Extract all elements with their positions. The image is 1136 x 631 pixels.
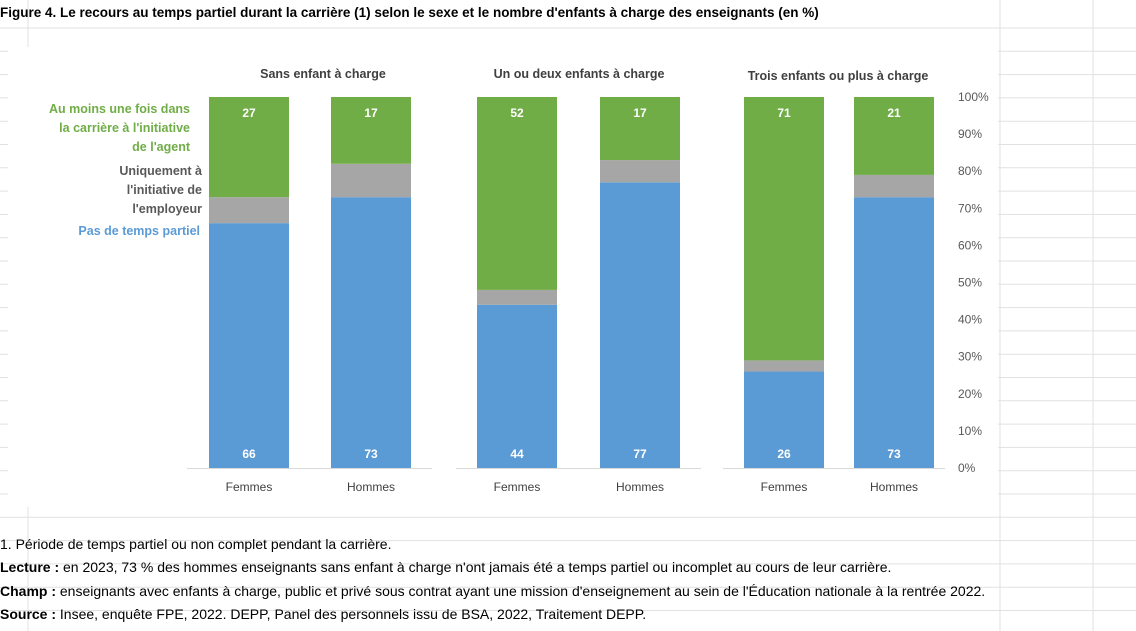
note-champ: Champ : enseignants avec enfants à charg… bbox=[0, 580, 985, 603]
bar-segment bbox=[477, 304, 557, 468]
group-title: Un ou deux enfants à charge bbox=[494, 67, 665, 81]
champ-text: enseignants avec enfants à charge, publi… bbox=[56, 582, 986, 599]
category-label: Hommes bbox=[616, 480, 664, 494]
y-tick-label: 40% bbox=[958, 313, 982, 327]
data-label: 21 bbox=[887, 106, 901, 120]
y-tick-label: 30% bbox=[958, 350, 982, 364]
data-label: 77 bbox=[633, 447, 647, 461]
category-label: Femmes bbox=[494, 480, 541, 494]
y-tick-label: 10% bbox=[958, 424, 982, 438]
category-label: Femmes bbox=[226, 480, 273, 494]
bar-segment bbox=[744, 371, 824, 468]
data-label: 71 bbox=[777, 106, 791, 120]
category-label: Femmes bbox=[761, 480, 808, 494]
note-source: Source : Insee, enquête FPE, 2022. DEPP,… bbox=[0, 603, 985, 626]
chart-area[interactable]: Femmes Hommes Femmes Hommes Femmes Hommes 66 27… bbox=[8, 47, 998, 507]
y-tick-label: 50% bbox=[958, 276, 982, 290]
y-tick-label: 0% bbox=[958, 461, 976, 475]
legend-agent: de l'agent bbox=[132, 140, 191, 154]
lecture-label: Lecture : bbox=[0, 559, 60, 576]
y-tick-label: 20% bbox=[958, 387, 982, 401]
data-label: 27 bbox=[242, 106, 256, 120]
y-tick-label: 90% bbox=[958, 127, 982, 141]
data-label: 66 bbox=[242, 447, 256, 461]
category-label: Hommes bbox=[347, 480, 395, 494]
bar-segment bbox=[744, 97, 824, 361]
stacked-bar-chart: Femmes Hommes Femmes Hommes Femmes Hommes 66 27… bbox=[8, 47, 998, 507]
note-1: 1. Période de temps partiel ou non compl… bbox=[0, 536, 392, 552]
bar-segment bbox=[477, 97, 557, 290]
bar-segment bbox=[854, 197, 934, 469]
bar-segment bbox=[209, 97, 289, 198]
bar-segment bbox=[477, 289, 557, 305]
source-text: Insee, enquête FPE, 2022. DEPP, Panel de… bbox=[56, 605, 647, 622]
bar-segment bbox=[600, 160, 680, 183]
notes: 1. Période de temps partiel ou non compl… bbox=[0, 533, 985, 626]
legend-employeur: Uniquement à bbox=[119, 164, 202, 178]
bar-segment bbox=[209, 197, 289, 224]
y-tick-label: 60% bbox=[958, 238, 982, 252]
data-label: 26 bbox=[777, 447, 791, 461]
group-title: Sans enfant à charge bbox=[260, 67, 386, 81]
bar-segment bbox=[744, 360, 824, 372]
y-tick-label: 70% bbox=[958, 201, 982, 215]
legend-agent: Au moins une fois dans bbox=[49, 102, 190, 116]
bar-segment bbox=[854, 174, 934, 198]
legend-agent: la carrière à l'initiative bbox=[59, 121, 190, 135]
data-label: 17 bbox=[633, 106, 647, 120]
y-tick-label: 100% bbox=[958, 90, 989, 104]
figure-title: Figure 4. Le recours au temps partiel du… bbox=[0, 5, 819, 20]
data-label: 73 bbox=[887, 447, 901, 461]
champ-label: Champ : bbox=[0, 582, 56, 599]
data-label: 17 bbox=[364, 106, 378, 120]
bar-segment bbox=[331, 197, 411, 469]
note-lecture: Lecture : en 2023, 73 % des hommes ensei… bbox=[0, 556, 985, 579]
group-title: Trois enfants ou plus à charge bbox=[748, 69, 929, 83]
source-label: Source : bbox=[0, 605, 57, 622]
category-label: Hommes bbox=[870, 480, 918, 494]
bar-segment bbox=[331, 97, 411, 164]
bar-segment bbox=[331, 163, 411, 198]
data-label: 44 bbox=[510, 447, 524, 461]
legend-pas: Pas de temps partiel bbox=[78, 224, 200, 238]
legend-employeur: l'initiative de bbox=[127, 183, 202, 197]
legend-employeur: l'employeur bbox=[132, 202, 202, 216]
bar-segment bbox=[209, 223, 289, 468]
lecture-text: en 2023, 73 % des hommes enseignants san… bbox=[59, 559, 892, 576]
data-label: 73 bbox=[364, 447, 378, 461]
bar-segment bbox=[854, 97, 934, 175]
data-label: 52 bbox=[510, 106, 524, 120]
y-tick-label: 80% bbox=[958, 164, 982, 178]
bar-segment bbox=[600, 97, 680, 161]
bar-segment bbox=[600, 182, 680, 468]
